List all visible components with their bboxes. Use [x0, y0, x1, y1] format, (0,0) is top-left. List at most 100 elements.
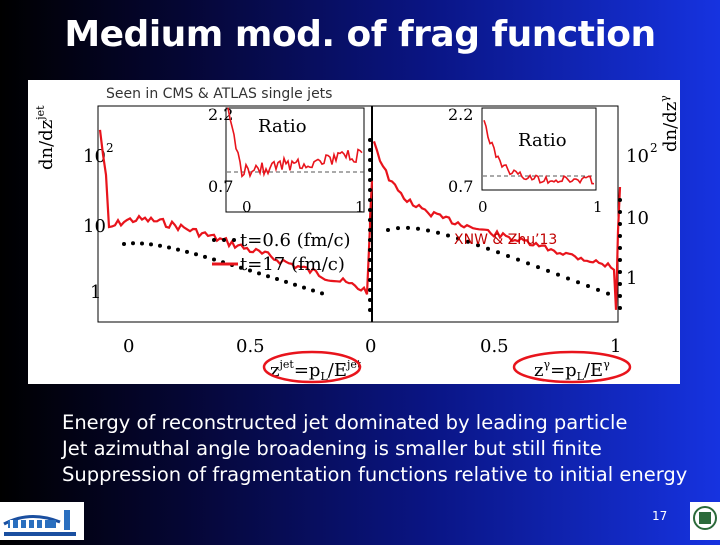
right-dot — [506, 253, 510, 258]
left-dot — [368, 298, 372, 302]
left-dot — [368, 198, 372, 202]
right-dot — [536, 265, 540, 270]
left-ytick-100: 10 — [83, 146, 106, 167]
right-dot — [416, 226, 420, 231]
left-dot — [368, 148, 372, 152]
right-dot — [436, 230, 440, 235]
left-ytick-exp: 2 — [106, 141, 114, 155]
left-dot — [320, 291, 324, 296]
left-dot — [140, 241, 144, 246]
left-dot — [284, 279, 288, 284]
left-dot — [149, 242, 153, 247]
left-dot — [167, 245, 171, 250]
right-dot — [486, 246, 490, 251]
left-dot — [368, 278, 372, 282]
right-dot — [576, 280, 580, 285]
left-inset-line — [227, 107, 363, 179]
left-dot — [203, 254, 207, 259]
right-dot — [466, 239, 470, 244]
left-dot — [257, 271, 261, 276]
right-black-dots — [386, 198, 622, 310]
right-dot — [618, 258, 622, 262]
right-y-label: dn/dzγ — [658, 95, 680, 152]
citation: XNW & Zhu’13 — [454, 232, 557, 248]
right-dot — [618, 294, 622, 298]
right-inset-line — [483, 119, 595, 185]
right-xlabel-highlight — [512, 350, 632, 384]
right-xtick-0: 0 — [365, 336, 376, 357]
legend-label-dots: t=0.6 (fm/c) — [240, 230, 351, 251]
right-dot — [618, 282, 622, 286]
left-y-label: dn/dzjet — [34, 105, 57, 170]
left-inset-xtick-0: 0 — [242, 198, 252, 216]
left-dot — [368, 208, 372, 212]
bullet-list: Energy of reconstructed jet dominated by… — [62, 410, 712, 488]
right-dot — [618, 306, 622, 310]
right-dot — [496, 250, 500, 255]
right-dot — [586, 284, 590, 289]
left-dot — [368, 228, 372, 232]
legend-label-line: t=17 (fm/c) — [240, 254, 345, 275]
right-dot — [618, 246, 622, 250]
fragmentation-plot: Seen in CMS & ATLAS single jets 10 2 10 … — [34, 86, 680, 384]
left-dot — [368, 138, 372, 142]
right-dot — [618, 234, 622, 238]
right-dot — [606, 291, 610, 296]
left-dot — [185, 249, 189, 254]
left-red-curve — [98, 129, 374, 295]
bullet-item: Suppression of fragmentation functions r… — [62, 463, 688, 486]
right-xtick-1: 1 — [610, 336, 621, 357]
right-dot — [446, 233, 450, 238]
left-ytick-1: 1 — [90, 282, 101, 303]
slide-number: 17 — [652, 509, 668, 523]
left-dot — [158, 243, 162, 248]
left-dot — [131, 241, 135, 246]
right-dot — [618, 270, 622, 274]
berkeley-lab-logo — [0, 502, 84, 540]
university-seal-graphic — [693, 506, 717, 530]
left-dot — [368, 308, 372, 312]
right-dot — [618, 210, 622, 214]
right-dot — [396, 226, 400, 231]
left-curve-line — [98, 129, 374, 295]
right-dot — [476, 243, 480, 248]
left-inset-xtick-1: 1 — [355, 198, 365, 216]
right-inset-ytick-low: 0.7 — [448, 177, 473, 196]
right-dot — [596, 287, 600, 292]
right-inset-xtick-0: 0 — [478, 198, 488, 216]
left-xlabel-highlight — [262, 350, 362, 384]
berkeley-lab-logo-graphic — [3, 510, 76, 536]
left-dot — [368, 258, 372, 262]
left-dot — [368, 268, 372, 272]
right-dot — [566, 276, 570, 281]
left-dot — [248, 268, 252, 273]
left-dot — [293, 282, 297, 287]
left-dot — [266, 274, 270, 279]
left-xtick-0: 0 — [123, 336, 134, 357]
right-inset-ytick-high: 2.2 — [448, 105, 473, 124]
left-dot — [275, 277, 279, 282]
left-dot — [194, 252, 198, 257]
right-ytick-1: 1 — [626, 268, 637, 289]
right-curve-line — [372, 141, 622, 310]
university-seal — [690, 502, 720, 540]
bullet-item: Energy of reconstructed jet dominated by… — [62, 411, 628, 434]
left-dot — [239, 265, 243, 270]
left-dot — [368, 218, 372, 222]
left-dot — [368, 158, 372, 162]
right-dot — [546, 268, 550, 273]
left-dot — [212, 257, 216, 262]
left-dot — [368, 238, 372, 242]
left-dot — [368, 248, 372, 252]
left-dot — [368, 288, 372, 292]
legend-dot — [212, 238, 216, 242]
left-dot — [122, 242, 126, 246]
bullet-item: Jet azimuthal angle broadening is smalle… — [62, 437, 602, 460]
slide-title: Medium mod. of frag function — [64, 14, 656, 55]
left-dot — [311, 288, 315, 293]
left-dot — [302, 285, 306, 290]
right-dot — [556, 272, 560, 277]
figure-caption: Seen in CMS & ATLAS single jets — [106, 86, 332, 102]
left-dot — [368, 168, 372, 172]
right-dot — [456, 236, 460, 241]
